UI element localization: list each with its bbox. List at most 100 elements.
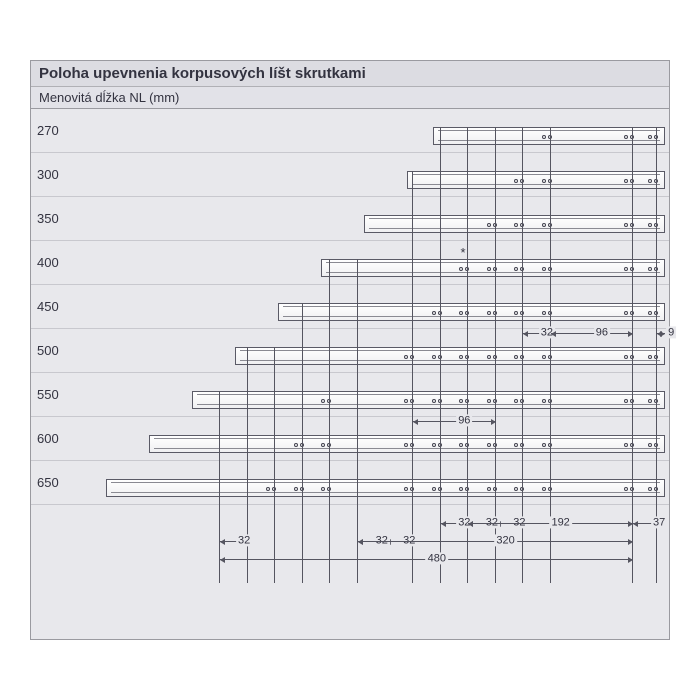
screw-hole	[321, 443, 325, 447]
screw-hole	[648, 135, 652, 139]
rail	[192, 391, 665, 409]
dimension-line	[633, 523, 665, 524]
screw-hole	[327, 487, 331, 491]
screw-hole	[624, 311, 628, 315]
dimension-label: 320	[494, 534, 516, 546]
screw-hole	[514, 443, 518, 447]
screw-hole	[630, 267, 634, 271]
screw-hole	[624, 355, 628, 359]
rail	[278, 303, 665, 321]
screw-hole	[327, 399, 331, 403]
rail-area	[87, 373, 669, 416]
rail-label: 450	[31, 299, 87, 314]
screw-hole	[624, 267, 628, 271]
screw-hole	[624, 223, 628, 227]
rail	[364, 215, 665, 233]
panel: Poloha upevnenia korpusových líšt skrutk…	[30, 60, 670, 640]
screw-hole	[514, 267, 518, 271]
rail-row: 600	[31, 417, 669, 461]
screw-hole	[648, 267, 652, 271]
screw-hole	[548, 399, 552, 403]
screw-hole	[514, 179, 518, 183]
screw-hole	[630, 179, 634, 183]
screw-hole	[465, 355, 469, 359]
diagram-container: Poloha upevnenia korpusových líšt skrutk…	[30, 60, 670, 640]
rail-area	[87, 197, 669, 240]
screw-hole	[548, 311, 552, 315]
screw-hole	[520, 311, 524, 315]
rail-row: 400	[31, 241, 669, 285]
screw-hole	[438, 311, 442, 315]
rail-area	[87, 461, 669, 504]
rail-label: 550	[31, 387, 87, 402]
rail	[321, 259, 665, 277]
screw-hole	[542, 311, 546, 315]
rail-area	[87, 285, 669, 328]
screw-hole	[514, 355, 518, 359]
rail-row: 300	[31, 153, 669, 197]
dimension-label: 192	[549, 516, 571, 528]
screw-hole	[410, 443, 414, 447]
rail-label: 270	[31, 123, 87, 138]
screw-hole	[321, 487, 325, 491]
rail-label: 400	[31, 255, 87, 270]
screw-hole	[630, 443, 634, 447]
screw-hole	[327, 443, 331, 447]
screw-hole	[459, 443, 463, 447]
dimension-label: 32	[374, 534, 390, 546]
rail-area	[87, 109, 669, 152]
screw-hole	[465, 311, 469, 315]
rail-row: 650	[31, 461, 669, 505]
rail	[106, 479, 665, 497]
screw-hole	[487, 311, 491, 315]
screw-hole	[410, 487, 414, 491]
rail-area	[87, 153, 669, 196]
screw-hole	[432, 487, 436, 491]
screw-hole	[648, 355, 652, 359]
screw-hole	[520, 355, 524, 359]
screw-hole	[520, 179, 524, 183]
rail-area	[87, 329, 669, 372]
screw-hole	[542, 487, 546, 491]
rail-row: 270	[31, 109, 669, 153]
screw-hole	[465, 267, 469, 271]
rail-row: 500	[31, 329, 669, 373]
screw-hole	[487, 443, 491, 447]
dimension-label: 32	[401, 534, 417, 546]
screw-hole	[487, 487, 491, 491]
screw-hole	[404, 399, 408, 403]
screw-hole	[520, 443, 524, 447]
dimension-line	[468, 523, 496, 524]
screw-hole	[432, 311, 436, 315]
screw-hole	[548, 223, 552, 227]
screw-hole	[493, 223, 497, 227]
screw-hole	[493, 267, 497, 271]
screw-hole	[542, 267, 546, 271]
screw-hole	[654, 179, 658, 183]
screw-hole	[624, 487, 628, 491]
screw-hole	[493, 487, 497, 491]
screw-hole	[542, 399, 546, 403]
screw-hole	[487, 223, 491, 227]
dimension-label: 480	[426, 552, 448, 564]
dimension-line	[441, 523, 469, 524]
screw-hole	[548, 355, 552, 359]
screw-hole	[542, 443, 546, 447]
dimension-label: 32	[484, 516, 500, 528]
rail	[149, 435, 665, 453]
dimension-label: 32	[236, 534, 252, 546]
screw-hole	[648, 223, 652, 227]
screw-hole	[542, 179, 546, 183]
screw-hole	[459, 355, 463, 359]
screw-hole	[654, 399, 658, 403]
screw-hole	[548, 135, 552, 139]
dimension-label: 37	[651, 516, 667, 528]
screw-hole	[266, 487, 270, 491]
rail-label: 500	[31, 343, 87, 358]
rail-label: 650	[31, 475, 87, 490]
header: Poloha upevnenia korpusových líšt skrutk…	[31, 61, 669, 109]
screw-hole	[438, 355, 442, 359]
rail-label: 350	[31, 211, 87, 226]
screw-hole	[648, 179, 652, 183]
screw-hole	[654, 443, 658, 447]
